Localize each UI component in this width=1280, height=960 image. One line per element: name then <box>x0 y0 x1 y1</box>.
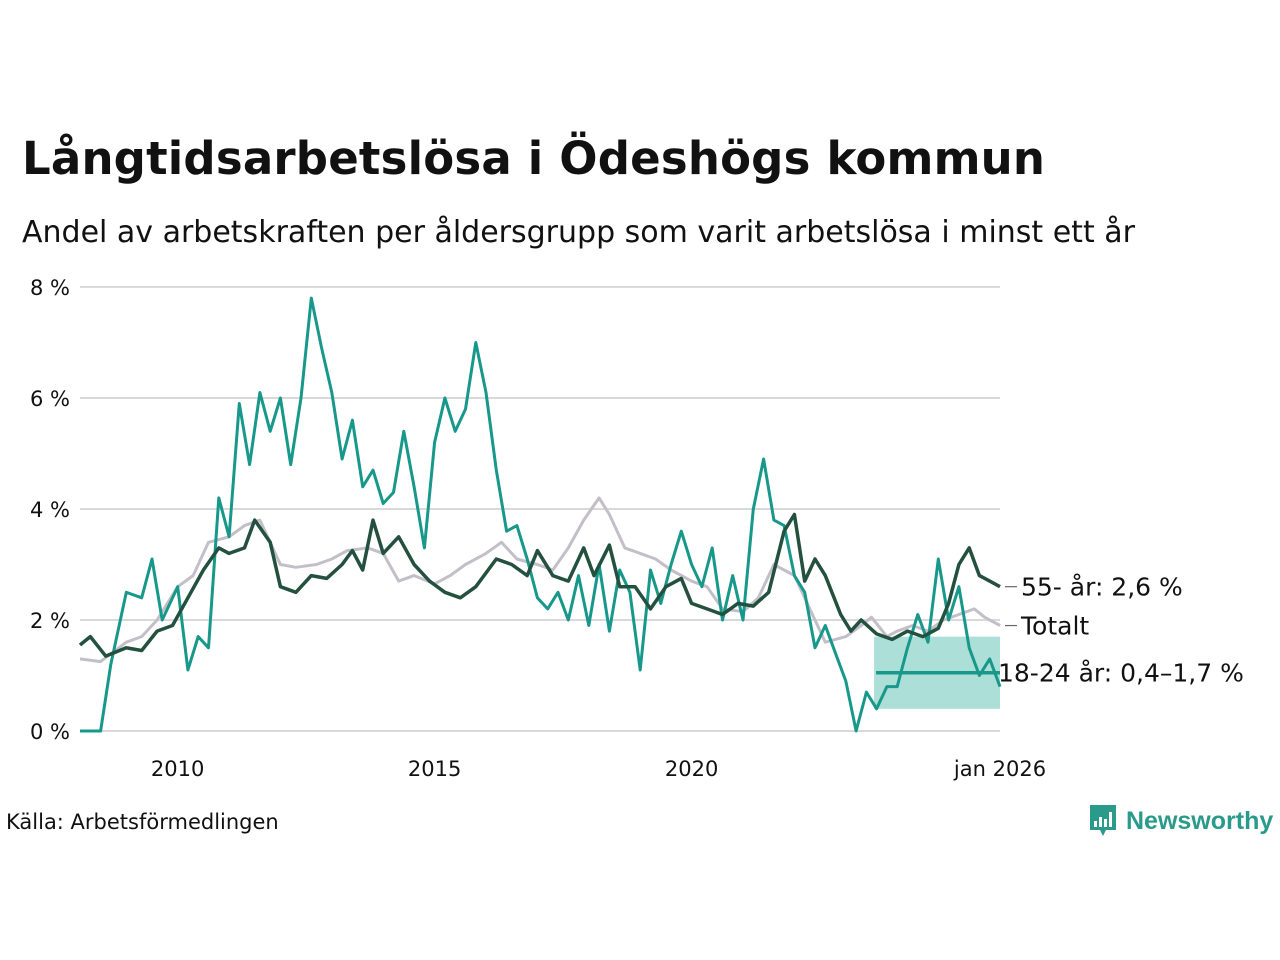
x-tick-label: 2010 <box>151 757 204 781</box>
x-tick-label: 2020 <box>665 757 718 781</box>
x-tick-label: jan 2026 <box>953 757 1046 781</box>
y-tick-label: 4 % <box>30 498 70 522</box>
series-line-age1824 <box>80 296 1002 733</box>
newsworthy-logo-icon <box>1090 805 1116 836</box>
chart-subtitle: Andel av arbetskraften per åldersgrupp s… <box>22 215 1135 250</box>
gridlines <box>80 286 1000 732</box>
axis-tick-labels: 0 % 2 % 4 % 6 % 8 % 2010 2015 2020 jan 2026 <box>30 276 1046 781</box>
brand-name: Newsworthy <box>1126 806 1274 835</box>
series-label-totalt: Totalt <box>1020 612 1089 641</box>
series-label-age1824: 18-24 år: 0,4–1,7 % <box>998 659 1244 688</box>
series-lines <box>78 296 1002 733</box>
x-tick-label: 2015 <box>408 757 461 781</box>
chart-title: Långtidsarbetslösa i Ödeshögs kommun <box>22 132 1046 185</box>
series-label-age55: 55- år: 2,6 % <box>1021 573 1183 602</box>
series-labels: 55- år: 2,6 % Totalt 18-24 år: 0,4–1,7 % <box>998 573 1244 688</box>
y-tick-label: 8 % <box>30 276 70 300</box>
series-line-age55 <box>78 512 1001 658</box>
brand-logo: Newsworthy <box>1088 803 1273 839</box>
y-tick-label: 2 % <box>30 609 70 633</box>
y-tick-label: 6 % <box>30 387 70 411</box>
series-line-totalt <box>79 496 1001 664</box>
source-note: Källa: Arbetsförmedlingen <box>6 810 279 834</box>
y-tick-label: 0 % <box>30 720 70 744</box>
